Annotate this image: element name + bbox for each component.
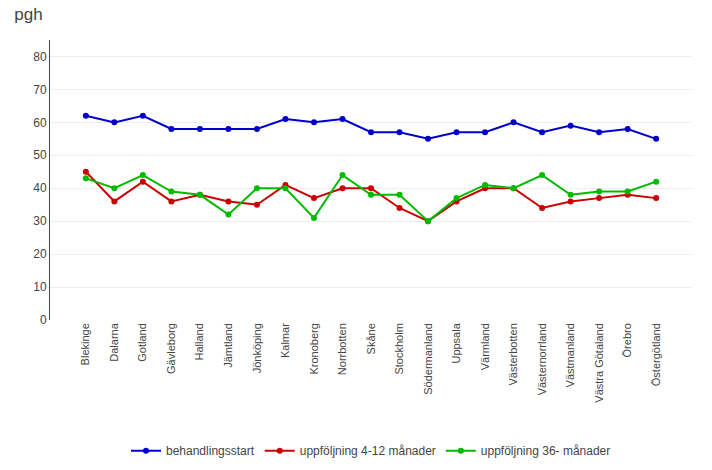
svg-text:Södermanland: Södermanland [422, 323, 434, 395]
svg-text:pgh: pgh [14, 5, 42, 24]
svg-text:Västernorrland: Västernorrland [536, 323, 548, 395]
svg-text:Stockholm: Stockholm [393, 323, 405, 374]
svg-text:behandlingsstart: behandlingsstart [166, 444, 255, 458]
svg-text:Gotland: Gotland [136, 323, 148, 362]
svg-text:10: 10 [33, 280, 47, 294]
svg-text:40: 40 [33, 181, 47, 195]
svg-text:70: 70 [33, 83, 47, 97]
svg-text:Kronoberg: Kronoberg [308, 323, 320, 374]
svg-text:Halland: Halland [193, 323, 205, 360]
svg-text:Värmland: Värmland [479, 323, 491, 370]
svg-text:Västerbotten: Västerbotten [507, 323, 519, 385]
svg-text:30: 30 [33, 214, 47, 228]
svg-text:20: 20 [33, 247, 47, 261]
svg-text:Jönköping: Jönköping [251, 323, 263, 373]
svg-text:Skåne: Skåne [365, 323, 377, 354]
svg-text:uppföljning 36- månader: uppföljning 36- månader [481, 444, 610, 458]
svg-text:uppföljning 4-12 månader: uppföljning 4-12 månader [300, 444, 436, 458]
svg-text:60: 60 [33, 116, 47, 130]
svg-text:80: 80 [33, 50, 47, 64]
svg-text:Dalarna: Dalarna [108, 322, 120, 361]
svg-text:0: 0 [40, 313, 47, 327]
svg-text:Jämtland: Jämtland [222, 323, 234, 368]
svg-text:Kalmar: Kalmar [279, 323, 291, 358]
svg-text:Uppsala: Uppsala [450, 322, 462, 363]
svg-text:50: 50 [33, 148, 47, 162]
svg-text:Örebro: Örebro [621, 323, 633, 357]
svg-text:Västra Götaland: Västra Götaland [593, 323, 605, 403]
svg-text:Norrbotten: Norrbotten [336, 323, 348, 375]
svg-text:Östergötland: Östergötland [650, 323, 662, 386]
svg-text:Västmanland: Västmanland [564, 323, 576, 387]
svg-text:Gävleborg: Gävleborg [165, 323, 177, 374]
svg-text:Blekinge: Blekinge [79, 323, 91, 365]
